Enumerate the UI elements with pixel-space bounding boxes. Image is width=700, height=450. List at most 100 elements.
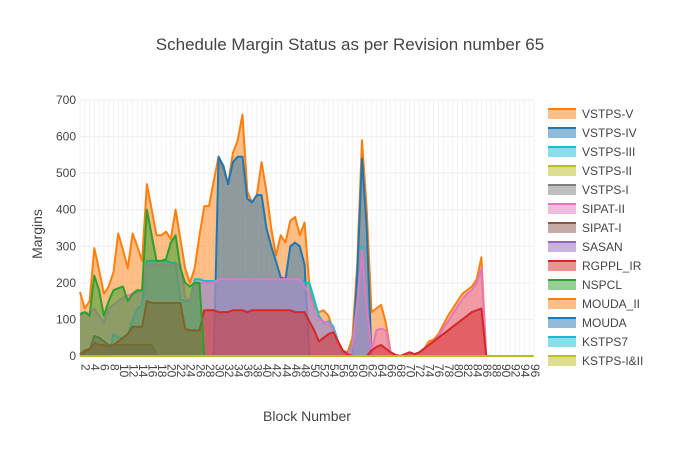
x-tick-label: 42 xyxy=(270,364,284,378)
legend-label: SIPAT-II xyxy=(582,202,625,216)
legend-item[interactable]: VSTPS-I xyxy=(548,183,629,197)
legend-label: SASAN xyxy=(582,240,623,254)
legend-swatch xyxy=(548,204,576,214)
x-tick-label: 4 xyxy=(88,364,102,371)
x-tick-label: 48 xyxy=(298,364,312,378)
legend-label: MOUDA xyxy=(582,316,627,330)
y-tick-label: 200 xyxy=(56,276,76,290)
x-tick-label: 6 xyxy=(98,364,112,371)
x-tick-label: 44 xyxy=(279,364,293,378)
x-tick-label: 18 xyxy=(155,364,169,378)
x-tick-label: 72 xyxy=(413,364,427,378)
legend-label: NSPCL xyxy=(582,278,622,292)
x-tick-label: 62 xyxy=(365,364,379,378)
x-tick-label: 64 xyxy=(375,364,389,378)
legend-swatch xyxy=(548,185,576,195)
legend-label: VSTPS-IV xyxy=(582,126,637,140)
x-tick-label: 40 xyxy=(260,364,274,378)
legend-swatch xyxy=(548,356,576,366)
x-tick-label: 50 xyxy=(308,364,322,378)
series-line xyxy=(79,113,534,357)
legend-label: VSTPS-I xyxy=(582,183,629,197)
legend-swatch xyxy=(548,242,576,252)
legend-swatch xyxy=(548,337,576,347)
x-tick-label: 34 xyxy=(232,364,246,378)
x-tick-label: 10 xyxy=(117,364,131,378)
x-tick-label: 20 xyxy=(165,364,179,378)
y-tick-label: 500 xyxy=(56,166,76,180)
y-tick-label: 700 xyxy=(56,93,76,107)
legend-swatch xyxy=(548,223,576,233)
x-tick-label: 32 xyxy=(222,364,236,378)
x-tick-label: 38 xyxy=(251,364,265,378)
x-tick-label: 84 xyxy=(471,364,485,378)
legend-label: SIPAT-I xyxy=(582,221,622,235)
legend-item[interactable]: VSTPS-IV xyxy=(548,126,637,140)
x-tick-label: 68 xyxy=(394,364,408,378)
x-tick-label: 94 xyxy=(518,364,532,378)
x-tick-label: 80 xyxy=(451,364,465,378)
legend-item[interactable]: VSTPS-II xyxy=(548,164,632,178)
x-tick-label: 92 xyxy=(509,364,523,378)
x-tick-label: 70 xyxy=(404,364,418,378)
legend-swatch xyxy=(548,318,576,328)
legend-label: MOUDA_II xyxy=(582,297,640,311)
x-tick-label: 76 xyxy=(432,364,446,378)
legend: VSTPS-V VSTPS-IV VSTPS-III VSTPS-II VSTPS-I S… xyxy=(548,107,643,368)
x-axis-ticks: 2468101214161820222426283032343638404244… xyxy=(79,364,542,378)
legend-item[interactable]: RGPPL_IR xyxy=(548,259,642,273)
x-tick-label: 58 xyxy=(346,364,360,378)
legend-item[interactable]: SASAN xyxy=(548,240,623,254)
legend-swatch xyxy=(548,109,576,119)
legend-item[interactable]: VSTPS-V xyxy=(548,107,633,121)
legend-item[interactable]: MOUDA_II xyxy=(548,297,640,311)
legend-label: VSTPS-II xyxy=(582,164,632,178)
legend-swatch xyxy=(548,147,576,157)
legend-label: KSTPS-I&II xyxy=(582,354,643,368)
legend-swatch xyxy=(548,166,576,176)
legend-item[interactable]: KSTPS-I&II xyxy=(548,354,643,368)
chart-title: Schedule Margin Status as per Revision n… xyxy=(156,35,544,54)
x-tick-label: 14 xyxy=(136,364,150,378)
x-tick-label: 66 xyxy=(384,364,398,378)
x-tick-label: 2 xyxy=(79,364,93,371)
x-tick-label: 90 xyxy=(499,364,513,378)
series-area xyxy=(80,209,534,356)
legend-label: KSTPS7 xyxy=(582,335,628,349)
x-tick-label: 78 xyxy=(442,364,456,378)
legend-swatch xyxy=(548,280,576,290)
x-tick-label: 88 xyxy=(490,364,504,378)
legend-item[interactable]: VSTPS-III xyxy=(548,145,635,159)
y-tick-label: 300 xyxy=(56,239,76,253)
legend-item[interactable]: NSPCL xyxy=(548,278,622,292)
legend-item[interactable]: KSTPS7 xyxy=(548,335,628,349)
legend-item[interactable]: MOUDA xyxy=(548,316,627,330)
legend-item[interactable]: SIPAT-II xyxy=(548,202,625,216)
legend-swatch xyxy=(548,299,576,309)
x-tick-label: 46 xyxy=(289,364,303,378)
x-tick-label: 26 xyxy=(193,364,207,378)
legend-label: RGPPL_IR xyxy=(582,259,642,273)
x-tick-label: 56 xyxy=(337,364,351,378)
x-tick-label: 74 xyxy=(423,364,437,378)
x-tick-label: 60 xyxy=(356,364,370,378)
x-tick-label: 28 xyxy=(203,364,217,378)
x-tick-label: 52 xyxy=(318,364,332,378)
legend-swatch xyxy=(548,261,576,271)
series-layer xyxy=(79,113,534,357)
x-tick-label: 12 xyxy=(126,364,140,378)
x-tick-label: 24 xyxy=(184,364,198,378)
x-tick-label: 22 xyxy=(174,364,188,378)
y-tick-label: 100 xyxy=(56,312,76,326)
x-axis-label: Block Number xyxy=(263,408,351,424)
x-tick-label: 8 xyxy=(107,364,121,371)
y-tick-label: 400 xyxy=(56,203,76,217)
legend-label: VSTPS-V xyxy=(582,107,633,121)
x-tick-label: 96 xyxy=(528,364,542,378)
y-axis-ticks: 0 100 200 300 400 500 600 700 xyxy=(56,93,76,363)
x-tick-label: 30 xyxy=(212,364,226,378)
x-tick-label: 86 xyxy=(480,364,494,378)
legend-item[interactable]: SIPAT-I xyxy=(548,221,622,235)
